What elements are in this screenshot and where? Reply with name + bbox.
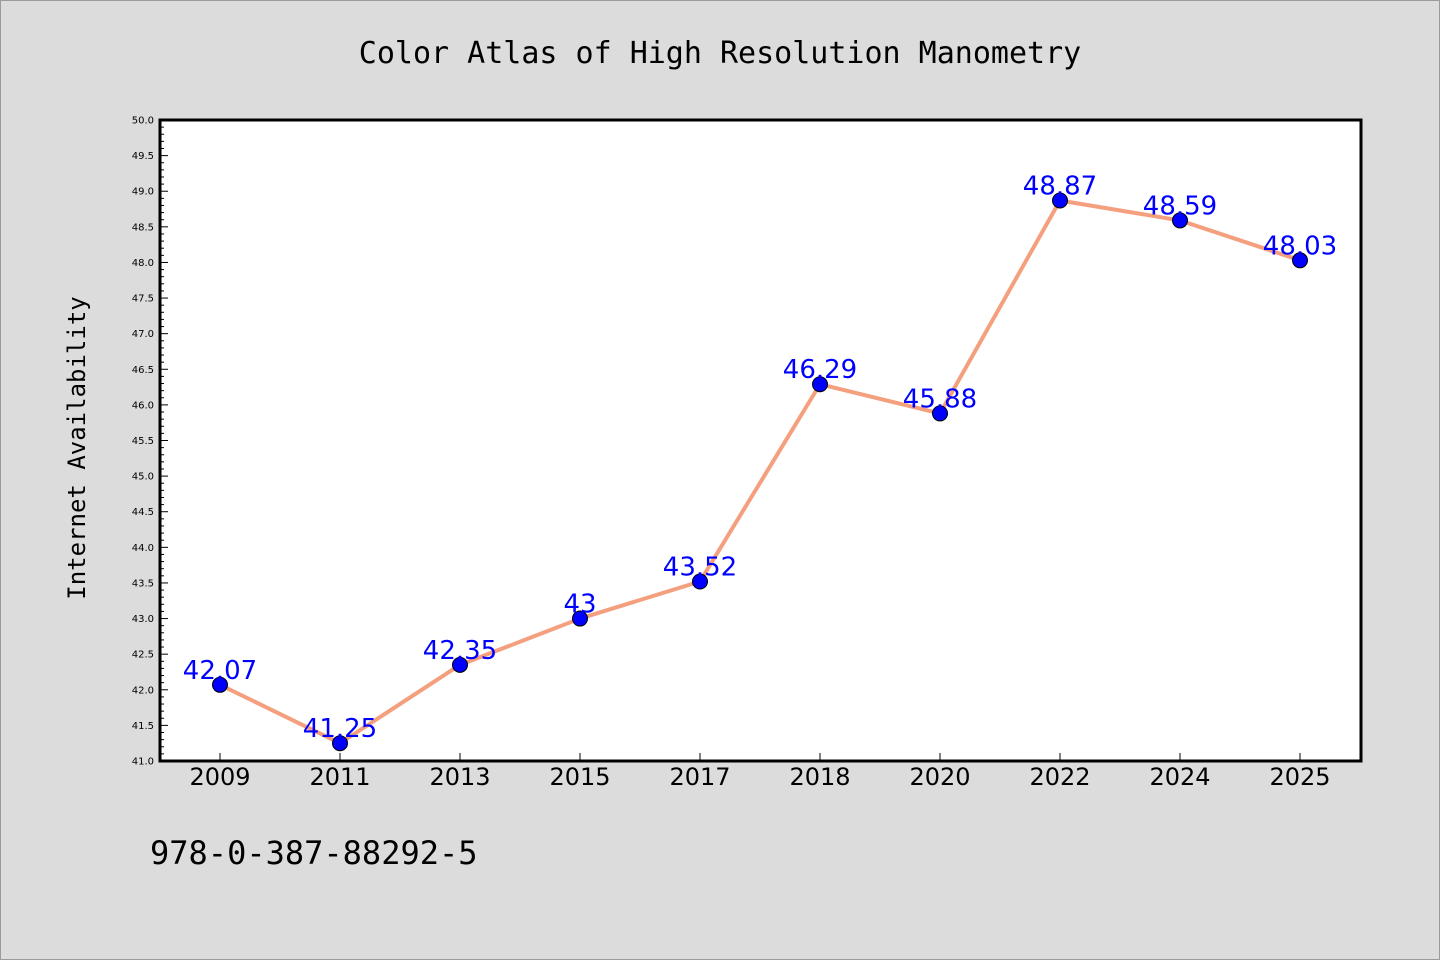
x-tick-label: 2025	[1269, 763, 1330, 791]
y-tick-label: 42.0	[132, 685, 154, 696]
y-tick-label: 41.0	[132, 757, 154, 768]
y-tick-label: 48.5	[132, 222, 154, 233]
data-label: 41.25	[303, 714, 377, 744]
y-tick-label: 48.0	[132, 258, 154, 269]
data-point-marker	[1292, 252, 1308, 269]
y-tick-label: 45.5	[132, 436, 154, 447]
x-tick-label: 2024	[1149, 763, 1210, 791]
plot-area	[158, 118, 1363, 763]
data-label: 42.35	[423, 636, 497, 666]
data-point-marker	[332, 735, 348, 752]
data-point-marker	[452, 656, 468, 673]
data-point-marker	[932, 405, 948, 422]
series-group: 42.07 41.25 42.35 43 43.52 46.29 45.88 48.87 48.…	[183, 171, 1337, 752]
series-line	[218, 198, 1302, 746]
x-tick-label: 2017	[669, 763, 730, 791]
y-tick-label: 43.0	[132, 614, 154, 625]
y-tick-label: 47.5	[132, 294, 154, 305]
data-label: 48.03	[1263, 231, 1337, 261]
x-tick-label: 2022	[1029, 763, 1090, 791]
data-label: 42.07	[183, 656, 257, 686]
x-tick-label: 2011	[309, 763, 370, 791]
data-point-marker	[212, 676, 228, 693]
x-tick-label: 2020	[909, 763, 970, 791]
data-point-marker	[572, 610, 588, 627]
y-tick-label: 42.5	[132, 650, 154, 661]
y-axis: 41.0 41.5 42.0 42.5 43.0 43.5 44.0 44.5 45.0 45.5…	[132, 116, 168, 768]
x-axis: 2009 2011 2013 2015 2017 2018 2020 2022 2024 2025	[189, 753, 1331, 791]
x-tick-label: 2015	[549, 763, 610, 791]
y-tick-label: 47.0	[132, 329, 154, 340]
chart-title: Color Atlas of High Resolution Manometry	[359, 36, 1081, 71]
y-tick-label: 46.5	[132, 365, 154, 376]
x-tick-label: 2013	[429, 763, 490, 791]
data-point-marker	[1052, 192, 1068, 209]
data-label: 43	[563, 590, 596, 620]
data-label: 45.88	[903, 384, 977, 414]
x-tick-label: 2009	[189, 763, 250, 791]
data-point-marker	[692, 573, 708, 590]
y-tick-label: 45.0	[132, 472, 154, 483]
data-label: 46.29	[783, 355, 857, 385]
y-tick-label: 44.5	[132, 507, 154, 518]
data-label: 43.52	[663, 553, 737, 583]
data-label: 48.59	[1143, 191, 1217, 221]
y-tick-label: 44.0	[132, 543, 154, 554]
y-tick-label: 41.5	[132, 721, 154, 732]
y-tick-label: 46.0	[132, 400, 154, 411]
isbn-footer: 978-0-387-88292-5	[150, 834, 478, 872]
y-axis-label: Internet Availability	[63, 296, 91, 599]
y-tick-label: 43.5	[132, 578, 154, 589]
x-tick-label: 2018	[789, 763, 850, 791]
y-tick-label: 49.5	[132, 151, 154, 162]
data-label: 48.87	[1023, 171, 1097, 201]
data-point-marker	[812, 376, 828, 393]
data-point-marker	[1172, 212, 1188, 229]
y-tick-label: 49.0	[132, 187, 154, 198]
y-tick-label: 50.0	[132, 116, 154, 127]
